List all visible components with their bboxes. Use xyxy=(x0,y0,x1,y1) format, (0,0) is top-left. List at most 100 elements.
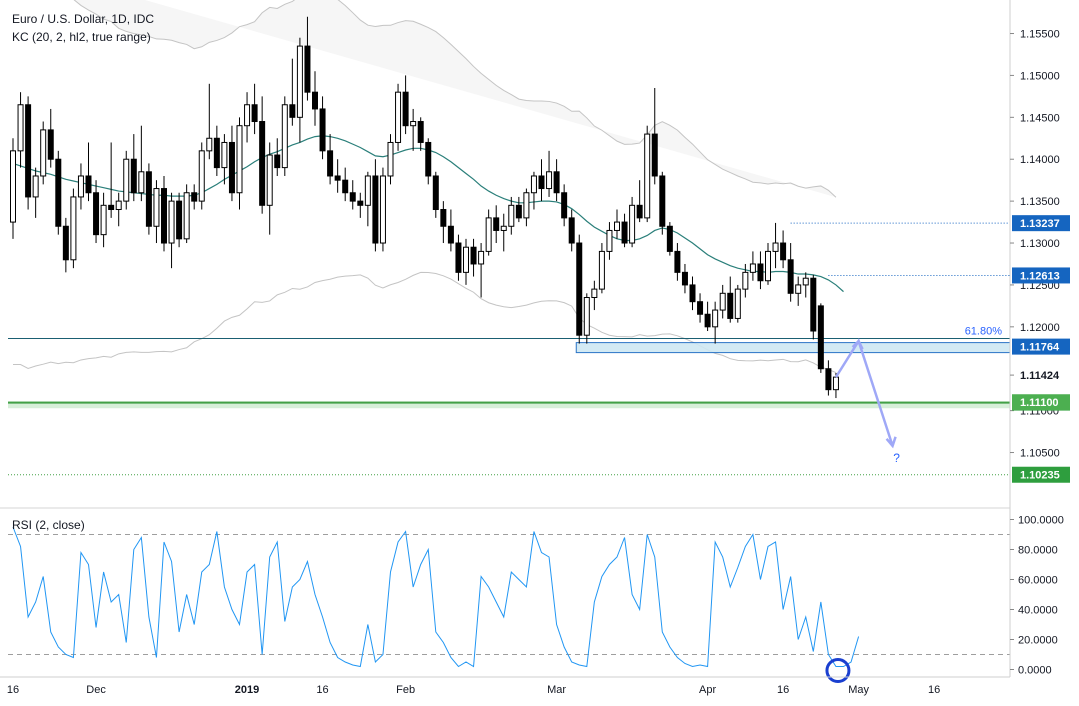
candle-up xyxy=(508,204,515,227)
rsi-tick-label: 100.0000 xyxy=(1018,515,1064,527)
arrow-head-up xyxy=(851,338,864,350)
candle-up xyxy=(123,158,130,202)
candle-up xyxy=(266,154,273,206)
time-tick-label: 16 xyxy=(777,684,789,696)
candle-down xyxy=(334,175,341,181)
price-level-badge-label: 1.13237 xyxy=(1020,218,1060,230)
candle-down xyxy=(447,225,454,244)
candle-up xyxy=(463,246,469,273)
candle-down xyxy=(251,104,258,123)
price-tick-label: 1.15500 xyxy=(1020,29,1060,41)
candle-down xyxy=(704,313,711,328)
rsi-line xyxy=(12,526,860,668)
candle-up xyxy=(832,376,839,391)
time-tick-label: Dec xyxy=(86,684,106,696)
candle-up xyxy=(395,91,402,143)
price-level-badge xyxy=(1012,267,1070,284)
kc-upper-band xyxy=(73,0,837,198)
candle-up xyxy=(606,229,613,252)
price-level-badge-label: 1.11100 xyxy=(1020,397,1059,409)
candle-down xyxy=(357,200,364,206)
candle-down xyxy=(621,221,628,244)
candle-down xyxy=(689,284,696,303)
candle-down xyxy=(681,271,688,286)
question-mark: ? xyxy=(893,451,900,465)
candle-up xyxy=(364,175,371,206)
candle-down xyxy=(568,217,575,244)
price-level-badge xyxy=(1012,394,1070,411)
candle-up xyxy=(765,250,771,282)
candle-down xyxy=(425,141,432,177)
price-level-badge xyxy=(1012,466,1070,483)
candle-down xyxy=(130,158,137,194)
chart-title: Euro / U.S. Dollar, 1D, IDC xyxy=(12,12,155,26)
candle-up xyxy=(244,104,251,127)
candle-down xyxy=(319,108,326,152)
candle-down xyxy=(432,175,439,211)
price-tick-label: 1.13000 xyxy=(1020,238,1060,250)
rsi-label: RSI (2, close) xyxy=(12,518,85,532)
candle-down xyxy=(810,277,817,332)
candle-up xyxy=(281,104,288,169)
candle-up xyxy=(221,141,228,169)
candle-down xyxy=(191,192,198,202)
candle-up xyxy=(153,188,160,227)
candle-up xyxy=(32,175,39,198)
time-tick-label: May xyxy=(848,684,869,696)
price-level-badge xyxy=(1012,215,1070,232)
candle-up xyxy=(629,204,636,244)
support-zone-green xyxy=(8,401,1010,409)
candle-up xyxy=(802,277,809,286)
time-tick-label: 16 xyxy=(7,684,19,696)
candle-down xyxy=(493,217,500,231)
candle-down xyxy=(825,368,832,391)
candle-down xyxy=(470,246,477,265)
candle-up xyxy=(387,141,394,177)
time-tick-label: 16 xyxy=(928,684,940,696)
candle-down xyxy=(659,175,666,227)
time-tick-label: Feb xyxy=(396,684,415,696)
candle-up xyxy=(614,221,620,231)
candle-up xyxy=(10,150,16,223)
price-tick-label: 1.15000 xyxy=(1020,70,1060,82)
candle-up xyxy=(530,175,537,194)
indicator-label: KC (20, 2, hl2, true range) xyxy=(12,30,151,44)
time-tick-label: 16 xyxy=(316,684,328,696)
rsi-tick-label: 0.0000 xyxy=(1018,665,1052,677)
candle-up xyxy=(712,309,719,328)
candle-down xyxy=(228,141,235,194)
price-level-badge-label: 1.10235 xyxy=(1020,470,1060,482)
candle-down xyxy=(417,121,424,143)
candle-down xyxy=(455,242,462,273)
candle-down xyxy=(757,263,764,282)
candle-up xyxy=(546,171,553,190)
candle-down xyxy=(327,150,334,177)
candle-down xyxy=(349,192,356,202)
rsi-tick-label: 80.0000 xyxy=(1018,545,1058,557)
candle-down xyxy=(674,250,681,273)
rsi-tick-label: 40.0000 xyxy=(1018,605,1058,617)
candle-down xyxy=(108,204,115,211)
candle-down xyxy=(93,192,100,236)
price-tick-label: 1.10500 xyxy=(1020,448,1060,460)
candle-up xyxy=(296,45,303,118)
candle-up xyxy=(410,121,417,127)
candle-up xyxy=(591,288,598,298)
candle-down xyxy=(372,175,379,244)
candle-up xyxy=(583,296,590,336)
candle-up xyxy=(206,137,213,152)
candle-down xyxy=(145,171,152,227)
candle-down xyxy=(62,225,69,261)
candle-up xyxy=(719,292,726,311)
rsi-highlight-circle xyxy=(825,658,851,683)
candle-down xyxy=(561,192,568,219)
candle-up xyxy=(500,225,507,231)
candle-down xyxy=(55,158,62,227)
candle-down xyxy=(727,292,734,319)
candle-up xyxy=(734,288,741,319)
rsi-tick-label: 20.0000 xyxy=(1018,635,1058,647)
candle-down xyxy=(636,204,643,219)
candle-down xyxy=(25,104,32,198)
arrow-head-down xyxy=(885,436,897,449)
